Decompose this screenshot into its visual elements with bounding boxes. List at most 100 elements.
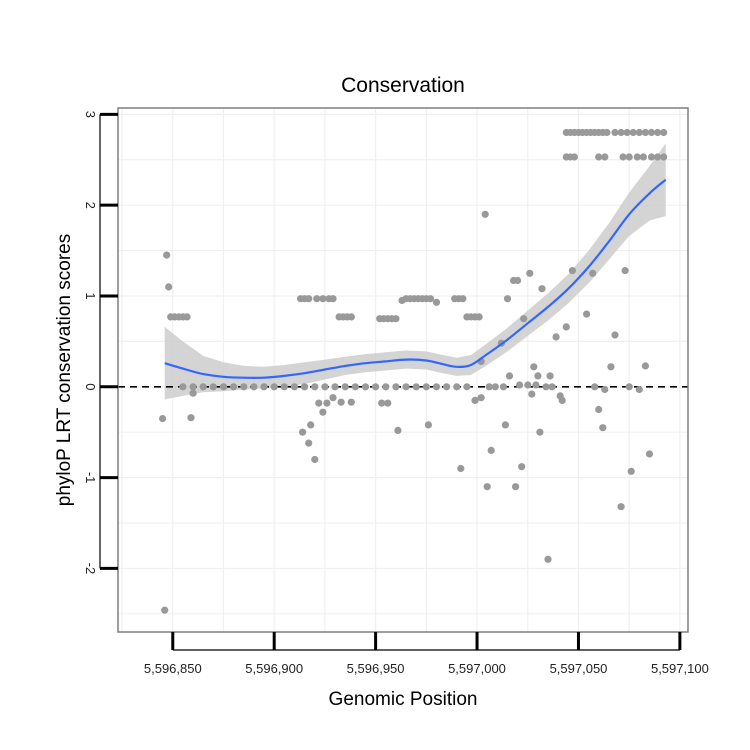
data-point [250, 383, 258, 391]
data-point [518, 463, 526, 471]
data-point [548, 383, 556, 391]
data-point [544, 555, 552, 563]
data-point [534, 372, 542, 380]
data-point [645, 450, 654, 458]
x-tick-label: 5,597,050 [550, 661, 608, 676]
data-point [301, 383, 309, 391]
data-point [426, 295, 434, 303]
data-point [647, 153, 656, 161]
data-point [443, 383, 451, 391]
data-point [161, 606, 169, 614]
data-point [432, 383, 441, 391]
data-point [621, 267, 629, 275]
y-tick-label: -1 [83, 472, 98, 484]
data-point [524, 381, 532, 389]
data-point [601, 385, 609, 394]
data-point [313, 295, 321, 303]
data-point [412, 383, 420, 391]
data-point [305, 439, 313, 447]
data-point [641, 128, 650, 137]
data-point [499, 383, 507, 391]
data-point [601, 153, 609, 161]
data-point [526, 269, 534, 277]
data-point [599, 424, 607, 432]
data-point [329, 394, 337, 402]
smooth-curve-layer [164, 178, 667, 379]
data-point [501, 421, 509, 429]
data-point [189, 383, 197, 391]
data-point [189, 389, 197, 397]
y-tick-label: 3 [83, 111, 98, 118]
data-point [635, 385, 643, 394]
data-point [321, 383, 329, 391]
data-point [639, 153, 648, 161]
data-point [432, 298, 441, 306]
data-point [402, 383, 410, 391]
data-point [660, 128, 668, 137]
data-point [183, 313, 191, 321]
data-point [617, 128, 625, 137]
data-point [394, 426, 402, 434]
x-tick-label: 5,596,850 [144, 661, 202, 676]
data-point [219, 383, 228, 391]
data-point [487, 446, 495, 454]
data-point [623, 128, 631, 137]
data-point [179, 383, 187, 391]
data-point [520, 315, 528, 323]
data-point [595, 153, 603, 161]
data-point [505, 372, 514, 380]
data-point [280, 383, 288, 391]
data-point [536, 428, 544, 436]
data-point [209, 383, 217, 391]
data-point [315, 399, 323, 407]
x-axis-title: Genomic Position [329, 689, 478, 710]
data-point [159, 415, 167, 423]
data-point [382, 383, 390, 391]
data-point [583, 310, 591, 318]
data-point [568, 267, 577, 275]
data-point [619, 153, 627, 161]
data-point [603, 128, 611, 137]
data-point [347, 313, 355, 321]
data-point [163, 251, 171, 259]
data-point [514, 276, 522, 285]
data-point [299, 428, 307, 436]
data-point [341, 383, 349, 391]
data-point [199, 383, 207, 391]
y-tick-label: 1 [83, 292, 98, 299]
data-point [477, 394, 485, 402]
data-point [542, 383, 550, 391]
data-point [483, 483, 491, 491]
data-point [475, 313, 483, 321]
data-point [625, 383, 633, 391]
loess-smooth-line [164, 178, 667, 379]
x-tick-label: 5,597,000 [448, 661, 506, 676]
x-tick-label: 5,596,900 [245, 661, 303, 676]
data-point [307, 421, 315, 429]
panel-border [117, 107, 689, 633]
data-points [159, 128, 668, 614]
y-axis-title: phyloP LRT conservation scores [54, 234, 75, 507]
y-axis: -2 -1 0 1 2 3 [83, 111, 118, 574]
data-point [319, 408, 327, 416]
data-point [290, 383, 299, 391]
x-axis: 5,596,850 5,596,900 5,596,950 5,597,000 5,59… [144, 632, 709, 676]
data-point [481, 210, 489, 218]
data-point [453, 383, 461, 391]
data-point [516, 381, 524, 389]
data-point [351, 383, 359, 391]
data-point [546, 372, 554, 380]
data-point [422, 383, 430, 391]
y-tick-label: 0 [83, 383, 98, 390]
data-point [240, 383, 248, 391]
data-point [392, 383, 400, 391]
data-point [589, 269, 597, 277]
data-point [635, 128, 643, 137]
data-point [627, 467, 635, 475]
data-point [305, 295, 313, 303]
data-point [331, 383, 339, 391]
data-point [611, 331, 619, 339]
data-point [570, 153, 579, 161]
